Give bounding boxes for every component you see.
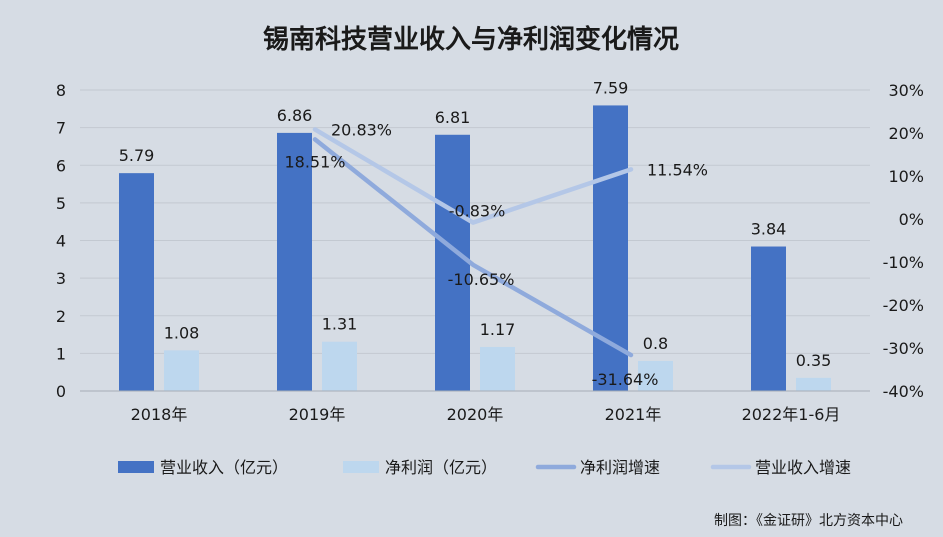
- y-axis-right: -40% -30% -20% -10% 0% 10% 20% 30%: [883, 81, 924, 401]
- legend-swatch: [343, 461, 379, 473]
- net-profit-data-label: 1.08: [164, 323, 200, 342]
- revenue-growth-label: 20.83%: [331, 120, 392, 139]
- revenue-bar: [119, 173, 154, 391]
- chart-title: 锡南科技营业收入与净利润变化情况: [263, 24, 679, 55]
- revenue-growth-label: 11.54%: [647, 160, 708, 179]
- revenue-data-label: 3.84: [751, 220, 787, 239]
- y-left-tick-label: 7: [56, 119, 66, 138]
- net-profit-growth-label: -31.64%: [592, 370, 659, 389]
- net-profit-bar: [322, 341, 357, 391]
- data-labels: 5.79 6.86 6.81 7.59 3.84 1.08 1.31 1.17 0.8 0.35 1…: [119, 78, 832, 389]
- y-left-tick-label: 4: [56, 232, 66, 251]
- net-profit-bar: [480, 346, 515, 391]
- x-tick-label: 2020年: [447, 405, 504, 424]
- x-tick-label: 2022年1-6月: [742, 405, 841, 424]
- revenue-bar: [751, 246, 786, 391]
- legend-label: 净利润（亿元）: [385, 458, 497, 477]
- net-profit-growth-label: 18.51%: [284, 152, 345, 171]
- y-axis-left: 0 1 2 3 4 5 6 7 8: [56, 81, 66, 401]
- y-left-tick-label: 0: [56, 382, 66, 401]
- y-left-tick-label: 8: [56, 81, 66, 100]
- revenue-data-label: 7.59: [593, 78, 629, 97]
- net-profit-bar: [638, 360, 673, 391]
- y-right-tick-label: -20%: [883, 296, 924, 315]
- revenue-data-label: 5.79: [119, 146, 155, 165]
- y-right-tick-label: 10%: [888, 167, 924, 186]
- lines: [312, 127, 634, 358]
- y-right-tick-label: 20%: [888, 124, 924, 143]
- y-left-tick-label: 5: [56, 194, 66, 213]
- y-right-tick-label: 30%: [888, 81, 924, 100]
- net-profit-bar: [164, 350, 199, 391]
- y-right-tick-label: -30%: [883, 339, 924, 358]
- y-right-tick-label: -40%: [883, 382, 924, 401]
- legend-swatch: [118, 461, 154, 473]
- x-tick-label: 2019年: [289, 405, 346, 424]
- x-axis: 2018年 2019年 2020年 2021年 2022年1-6月: [80, 390, 870, 424]
- gridlines: [80, 89, 870, 392]
- legend-label: 营业收入（亿元）: [160, 458, 288, 477]
- y-right-tick-label: -10%: [883, 253, 924, 272]
- bars: [119, 105, 831, 392]
- net-profit-data-label: 0.35: [796, 351, 832, 370]
- revenue-growth-label: -0.83%: [449, 202, 506, 221]
- net-profit-bar: [796, 377, 831, 391]
- net-profit-growth-label: -10.65%: [448, 270, 515, 289]
- revenue-data-label: 6.81: [435, 108, 471, 127]
- net-profit-data-label: 0.8: [643, 334, 668, 353]
- source-note: 制图：《金证研》北方资本中心: [714, 513, 903, 529]
- y-left-tick-label: 6: [56, 156, 66, 175]
- revenue-bar: [435, 134, 470, 391]
- legend-label: 营业收入增速: [755, 458, 851, 477]
- net-profit-growth-line: [312, 137, 634, 358]
- net-profit-data-label: 1.17: [480, 320, 516, 339]
- y-left-tick-label: 2: [56, 307, 66, 326]
- legend-label: 净利润增速: [580, 458, 660, 477]
- x-tick-label: 2021年: [605, 405, 662, 424]
- y-left-tick-label: 1: [56, 344, 66, 363]
- net-profit-data-label: 1.31: [322, 315, 358, 334]
- revenue-data-label: 6.86: [277, 106, 313, 125]
- revenue-growth-line: [312, 127, 634, 225]
- revenue-bar: [277, 132, 312, 391]
- legend: 营业收入（亿元） 净利润（亿元） 净利润增速 营业收入增速: [118, 458, 851, 477]
- x-tick-label: 2018年: [131, 405, 188, 424]
- y-right-tick-label: 0%: [899, 210, 924, 229]
- y-left-tick-label: 3: [56, 269, 66, 288]
